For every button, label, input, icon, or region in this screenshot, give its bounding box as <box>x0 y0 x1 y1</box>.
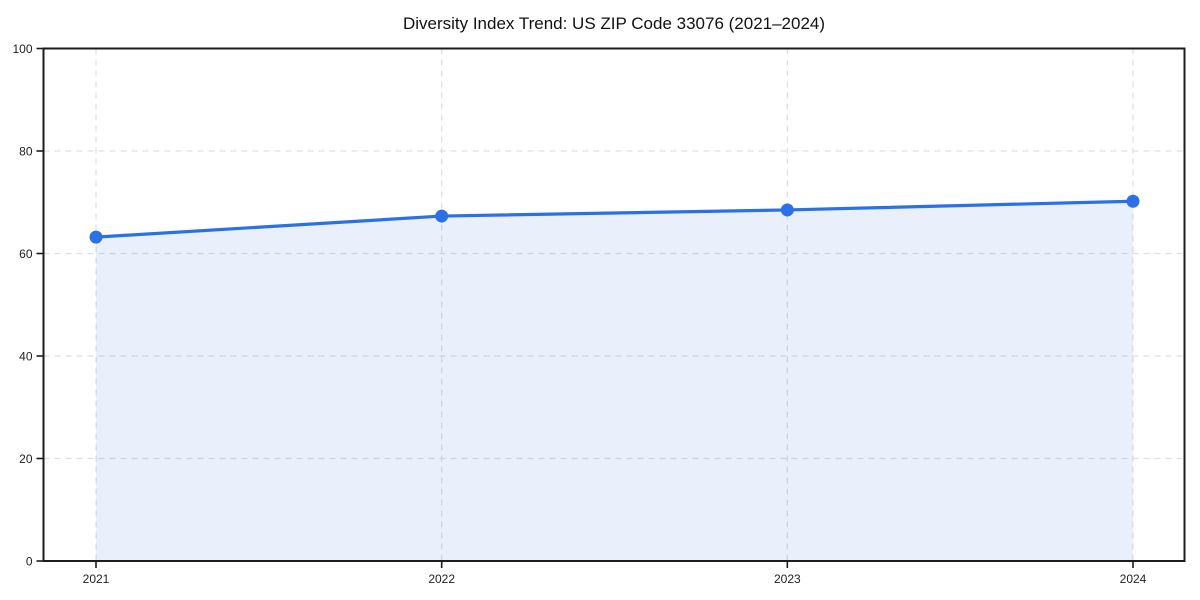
y-tick-label: 20 <box>19 452 33 466</box>
y-tick-label: 0 <box>26 555 33 569</box>
x-tick-label: 2021 <box>83 572 110 586</box>
x-tick-label: 2022 <box>428 572 455 586</box>
data-point-2024 <box>1126 194 1140 208</box>
chart-canvas: 0 20 40 60 80 100 2021 2022 2023 2024 <box>12 42 1186 586</box>
chart-title: Diversity Index Trend: US ZIP Code 33076… <box>403 14 825 33</box>
data-point-2021 <box>89 230 103 244</box>
axes-spines <box>42 47 1186 562</box>
y-tick-label: 60 <box>19 247 33 261</box>
data-point-2023 <box>780 203 794 217</box>
y-tick-label: 40 <box>19 350 33 364</box>
x-tick-label: 2024 <box>1120 572 1147 586</box>
area-fill <box>96 201 1133 561</box>
series-line <box>94 199 1135 239</box>
y-tick-label: 100 <box>12 42 32 56</box>
y-tick-label: 80 <box>19 145 33 159</box>
x-tick-label: 2023 <box>774 572 801 586</box>
data-point-2022 <box>435 209 449 223</box>
